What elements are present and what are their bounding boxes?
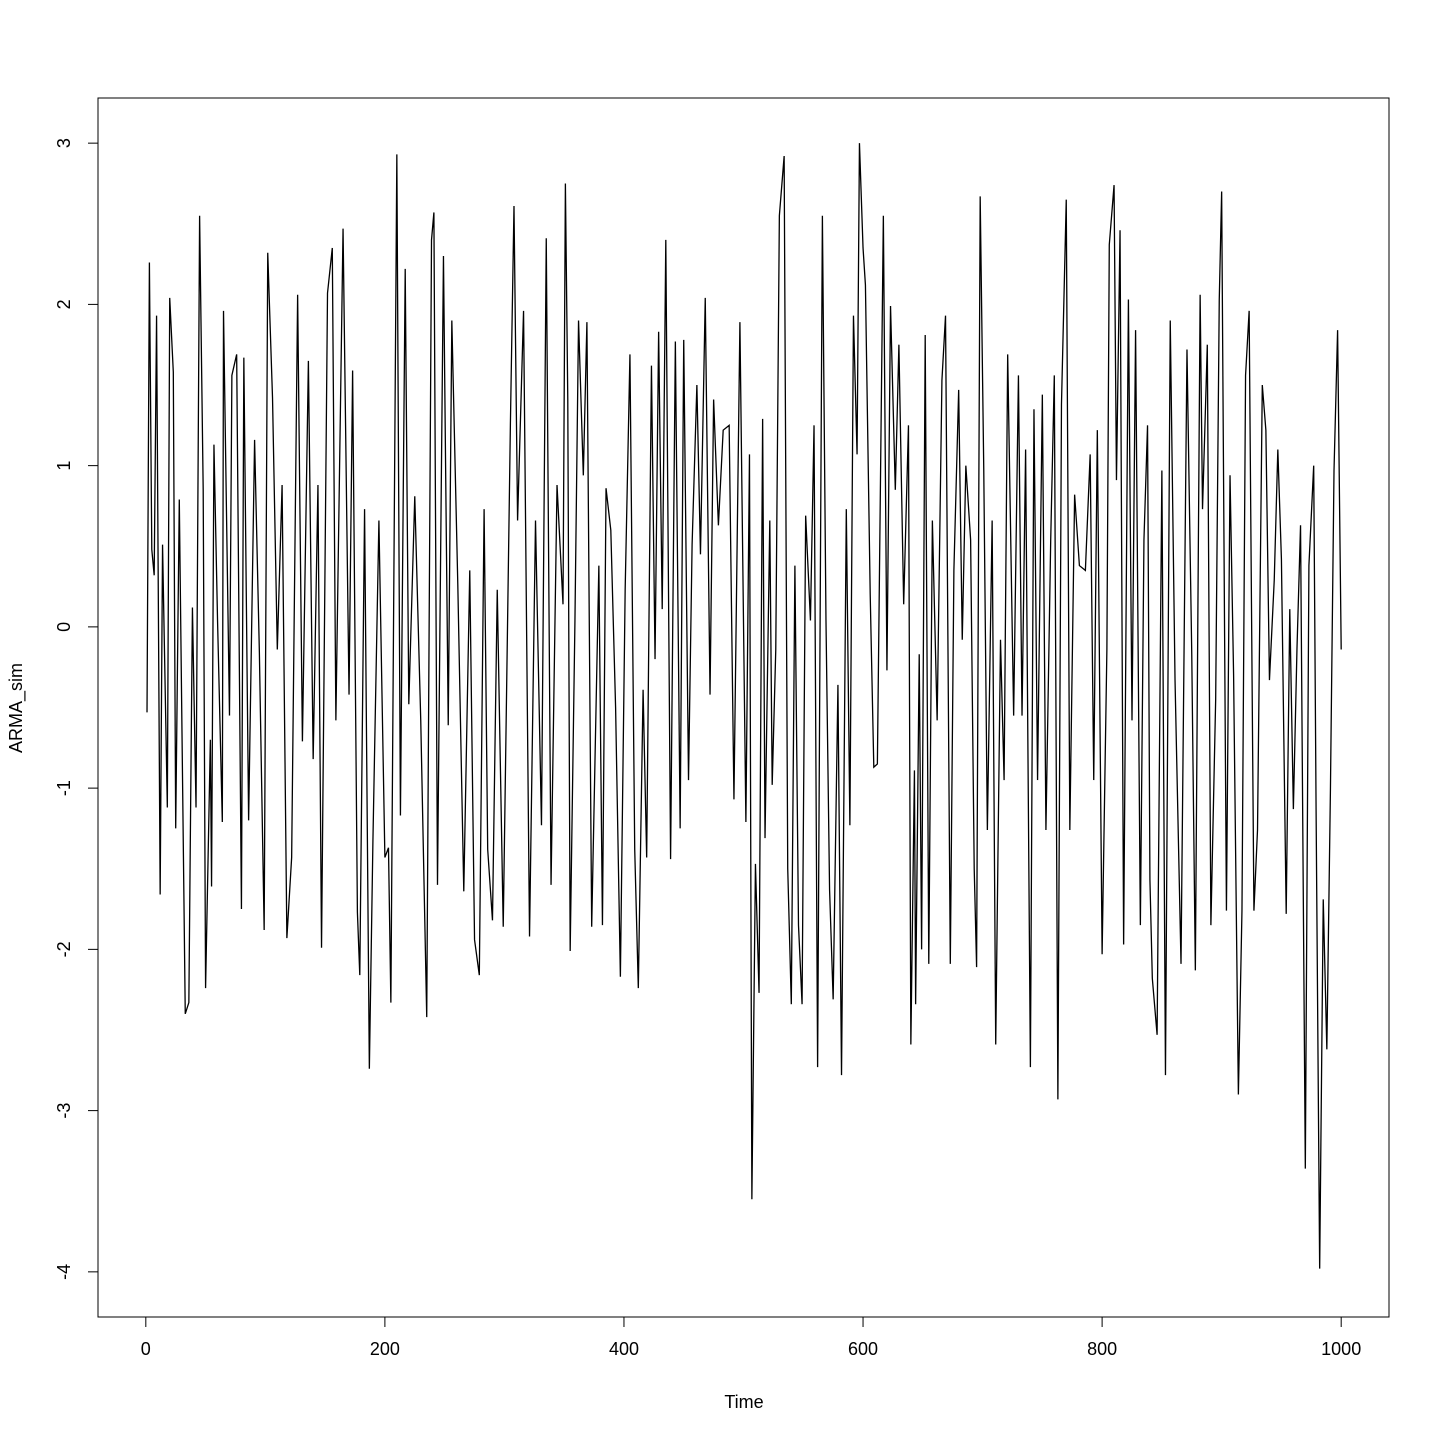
y-tick-label: 3 [54, 138, 74, 148]
y-tick-label: 1 [54, 461, 74, 471]
x-tick-label: 400 [609, 1339, 639, 1359]
y-tick-label: 2 [54, 299, 74, 309]
plot-frame [97, 97, 1390, 1318]
y-tick-label: -4 [54, 1264, 74, 1280]
x-tick-label: 800 [1087, 1339, 1117, 1359]
y-tick-label: -2 [54, 941, 74, 957]
y-axis-label: ARMA_sim [6, 663, 27, 753]
x-tick-label: 0 [141, 1339, 151, 1359]
series-line [146, 143, 1342, 1269]
x-tick-label: 1000 [1321, 1339, 1361, 1359]
x-axis-label: Time [724, 1392, 763, 1412]
y-tick-label: -1 [54, 780, 74, 796]
y-tick-label: -3 [54, 1103, 74, 1119]
x-tick-label: 200 [370, 1339, 400, 1359]
y-tick-label: 0 [54, 622, 74, 632]
x-tick-label: 600 [848, 1339, 878, 1359]
